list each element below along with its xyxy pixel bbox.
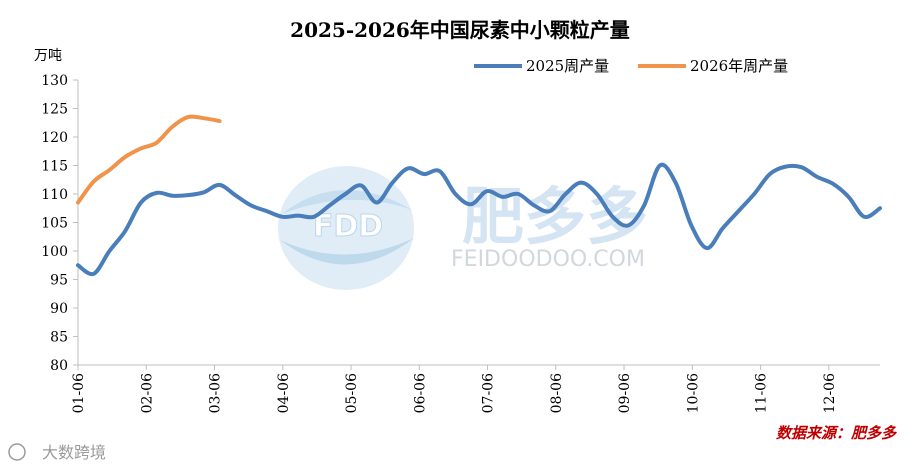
x-tick-label: 07-06 [481,373,497,413]
x-tick-label: 04-06 [276,373,292,413]
y-tick-label: 130 [41,73,68,89]
legend: 2025周产量 2026年周产量 [474,57,788,75]
y-axis-unit: 万吨 [34,48,62,64]
x-tick-label: 01-06 [71,373,87,413]
corner-mark-icon [8,443,26,461]
x-tick-label: 10-06 [685,373,701,413]
corner-mark-text: 大数跨境 [42,443,106,462]
x-tick-label: 09-06 [617,373,633,413]
watermark: FDD 肥多多 FEIDOODOO.COM [278,166,648,290]
x-tick-label: 08-06 [549,373,565,413]
watermark-logo-text: FDD [313,209,383,244]
y-tick-label: 85 [50,330,68,346]
x-tick-label: 11-06 [754,373,770,413]
watermark-logo-swoosh [282,189,412,214]
y-tick-label: 80 [50,358,68,374]
watermark-logo-wave [280,238,414,265]
source-note: 数据来源：肥多多 [776,424,897,442]
x-tick-label: 03-06 [208,373,224,413]
x-tick-label: 06-06 [412,373,428,413]
corner-mark: 大数跨境 [8,443,106,462]
y-tick-label: 100 [41,244,68,260]
y-tick-label: 115 [41,159,68,175]
plot-area [76,114,882,277]
y-tick-label: 105 [41,216,68,232]
watermark-domain: FEIDOODOO.COM [451,247,645,272]
y-tick-label: 125 [41,102,68,118]
x-tick-label: 02-06 [139,373,155,413]
x-tick-label: 05-06 [344,373,360,413]
y-tick-label: 120 [41,130,68,146]
series-line-2025 [76,162,882,277]
x-tick-label: 12-06 [822,373,838,413]
legend-label-2025: 2025周产量 [526,57,609,75]
axes: 80 85 90 95 100 105 110 115 120 125 130 01-06 02-06 0… [41,73,880,413]
series-line-2026 [76,114,222,205]
y-tick-label: 95 [50,273,68,289]
y-tick-label: 90 [50,301,68,317]
chart-title: 2025-2026年中国尿素中小颗粒产量 [290,18,630,42]
y-tick-label: 110 [41,187,68,203]
legend-label-2026: 2026年周产量 [690,57,788,75]
